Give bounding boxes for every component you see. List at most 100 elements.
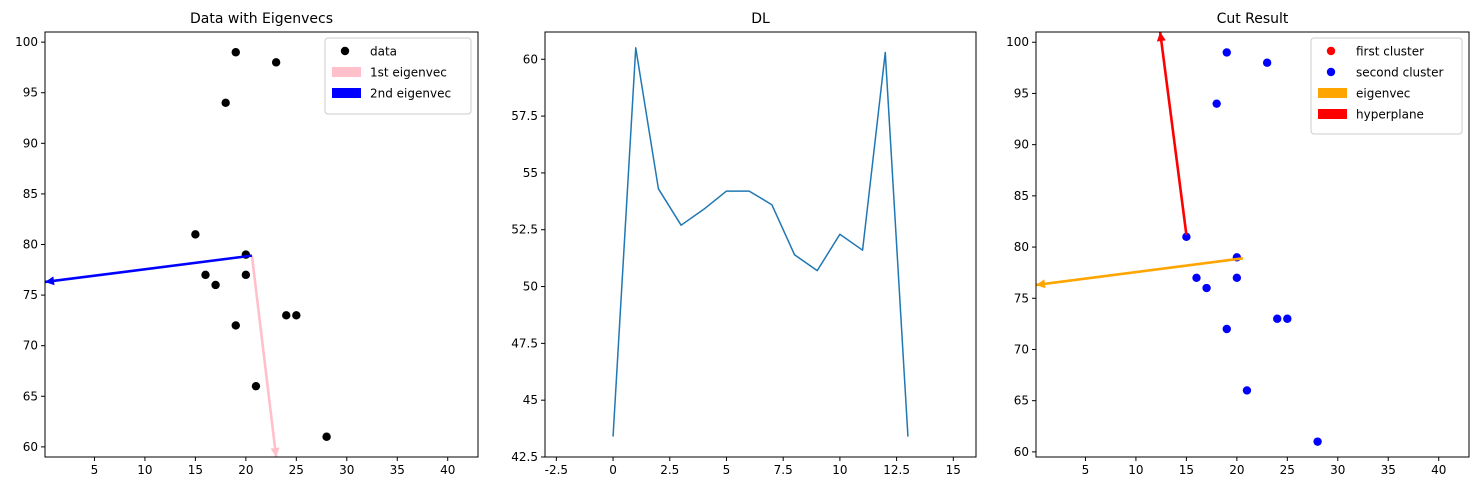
data-point [1212, 99, 1221, 108]
x-tick-label: 30 [339, 463, 354, 477]
data-point [221, 98, 230, 108]
data-point [211, 280, 220, 290]
y-tick-label: 100 [1006, 35, 1029, 49]
y-tick-label: 47.5 [511, 336, 538, 350]
axes-frame [544, 31, 977, 458]
arrow-shaft [1158, 32, 1188, 235]
y-tick-label: 42.5 [511, 450, 538, 464]
data-point [1192, 273, 1201, 282]
arrow-head [45, 276, 55, 286]
y-tick-label: 95 [1014, 86, 1029, 100]
x-tick-label: 20 [1229, 463, 1244, 477]
data-point [1222, 48, 1231, 57]
legend-box [1310, 37, 1463, 135]
x-tick-label: 5 [1082, 463, 1090, 477]
y-tick-label: 52.5 [511, 223, 538, 237]
line-series [612, 47, 909, 437]
chart-title: Cut Result [1217, 11, 1289, 27]
x-tick-label: 10 [832, 463, 847, 477]
axes-frame [1035, 31, 1470, 458]
y-tick-label: 70 [1014, 342, 1029, 356]
y-tick-label: 65 [1014, 394, 1029, 408]
data-point [282, 311, 291, 320]
legend-marker [1326, 67, 1336, 77]
y-tick-label: 65 [23, 389, 38, 403]
x-tick-label: 20 [238, 463, 253, 477]
legend-label: first cluster [1356, 45, 1424, 59]
data-point [251, 381, 261, 391]
legend-box [324, 37, 472, 115]
y-tick-label: 80 [23, 238, 38, 252]
y-tick-label: 80 [1014, 240, 1029, 254]
legend-label: data [370, 45, 397, 59]
legend-swatch [1318, 109, 1347, 119]
x-tick-label: -2.5 [545, 463, 568, 477]
chart-panel-1: Data with Eigenvecs 5 10 15 20 25 30 35 40 60 65 70… [15, 11, 479, 477]
y-tick-label: 70 [23, 339, 38, 353]
axes-frame [44, 31, 479, 458]
y-tick-label: 60 [523, 52, 538, 66]
data-point [1313, 437, 1322, 446]
plot-area [612, 47, 909, 437]
x-tick-label: 15 [1179, 463, 1194, 477]
legend-marker [340, 46, 350, 56]
legend-label: 2nd eigenvec [370, 87, 451, 101]
data-point [292, 311, 301, 320]
data-point [271, 58, 281, 67]
x-tick-label: 2.5 [660, 463, 679, 477]
arrow-head [1156, 32, 1166, 42]
y-tick-label: 90 [23, 136, 38, 150]
legend-label: eigenvec [1356, 87, 1410, 101]
data-point [1202, 283, 1211, 293]
chart-title: DL [751, 11, 770, 27]
data-point [241, 270, 251, 280]
x-tick-label: 12.5 [883, 463, 910, 477]
plot-area [1036, 32, 1322, 446]
x-tick-label: 0 [609, 463, 617, 477]
data-point [201, 270, 210, 280]
data-point [1182, 232, 1191, 242]
data-point [322, 432, 331, 441]
x-tick-label: 10 [1128, 463, 1143, 477]
y-tick-label: 90 [1014, 138, 1029, 152]
chart-title: Data with Eigenvecs [190, 11, 333, 27]
data-point [231, 321, 240, 330]
chart-panel-2: DL-2.5 0 2.5 5 7.5 10 12.5 1542.54547.55052.555… [511, 11, 977, 477]
legend-marker [1326, 46, 1336, 56]
y-tick-label: 95 [23, 86, 38, 100]
x-tick-label: 25 [289, 463, 304, 477]
y-tick-label: 75 [23, 288, 38, 302]
y-tick-label: 85 [23, 187, 38, 201]
y-tick-label: 75 [1014, 291, 1029, 305]
data-point [1232, 273, 1242, 282]
x-tick-label: 35 [390, 463, 405, 477]
x-tick-label: 7.5 [774, 463, 793, 477]
legend-label: 1st eigenvec [370, 66, 447, 80]
legend: data 1st eigenvec 2nd eigenvec [324, 37, 472, 115]
legend-swatch [332, 88, 361, 98]
plot-area [45, 48, 331, 457]
y-tick-label: 85 [1014, 189, 1029, 203]
x-tick-label: 30 [1330, 463, 1345, 477]
y-tick-label: 60 [1014, 445, 1029, 459]
data-point [1283, 314, 1292, 323]
y-tick-label: 60 [23, 440, 38, 454]
data-point [231, 48, 240, 57]
x-tick-label: 35 [1381, 463, 1396, 477]
legend-swatch [1318, 88, 1347, 98]
data-point [1242, 386, 1252, 395]
arrow-head [1036, 279, 1046, 289]
arrow-head [270, 447, 280, 457]
legend-label: second cluster [1356, 66, 1443, 80]
x-tick-label: 15 [188, 463, 203, 477]
data-point [1222, 324, 1231, 334]
chart-panel-3: Cut Result 5 10 15 20 25 30 35 40 60 65 70 75 80 85 90 9… [1006, 11, 1470, 477]
y-tick-label: 50 [523, 280, 538, 294]
x-tick-label: 40 [1431, 463, 1446, 477]
y-tick-label: 45 [523, 393, 538, 407]
y-tick-label: 100 [15, 35, 38, 49]
arrow-shaft [45, 254, 253, 284]
y-tick-label: 57.5 [511, 109, 538, 123]
legend-swatch [332, 67, 361, 77]
